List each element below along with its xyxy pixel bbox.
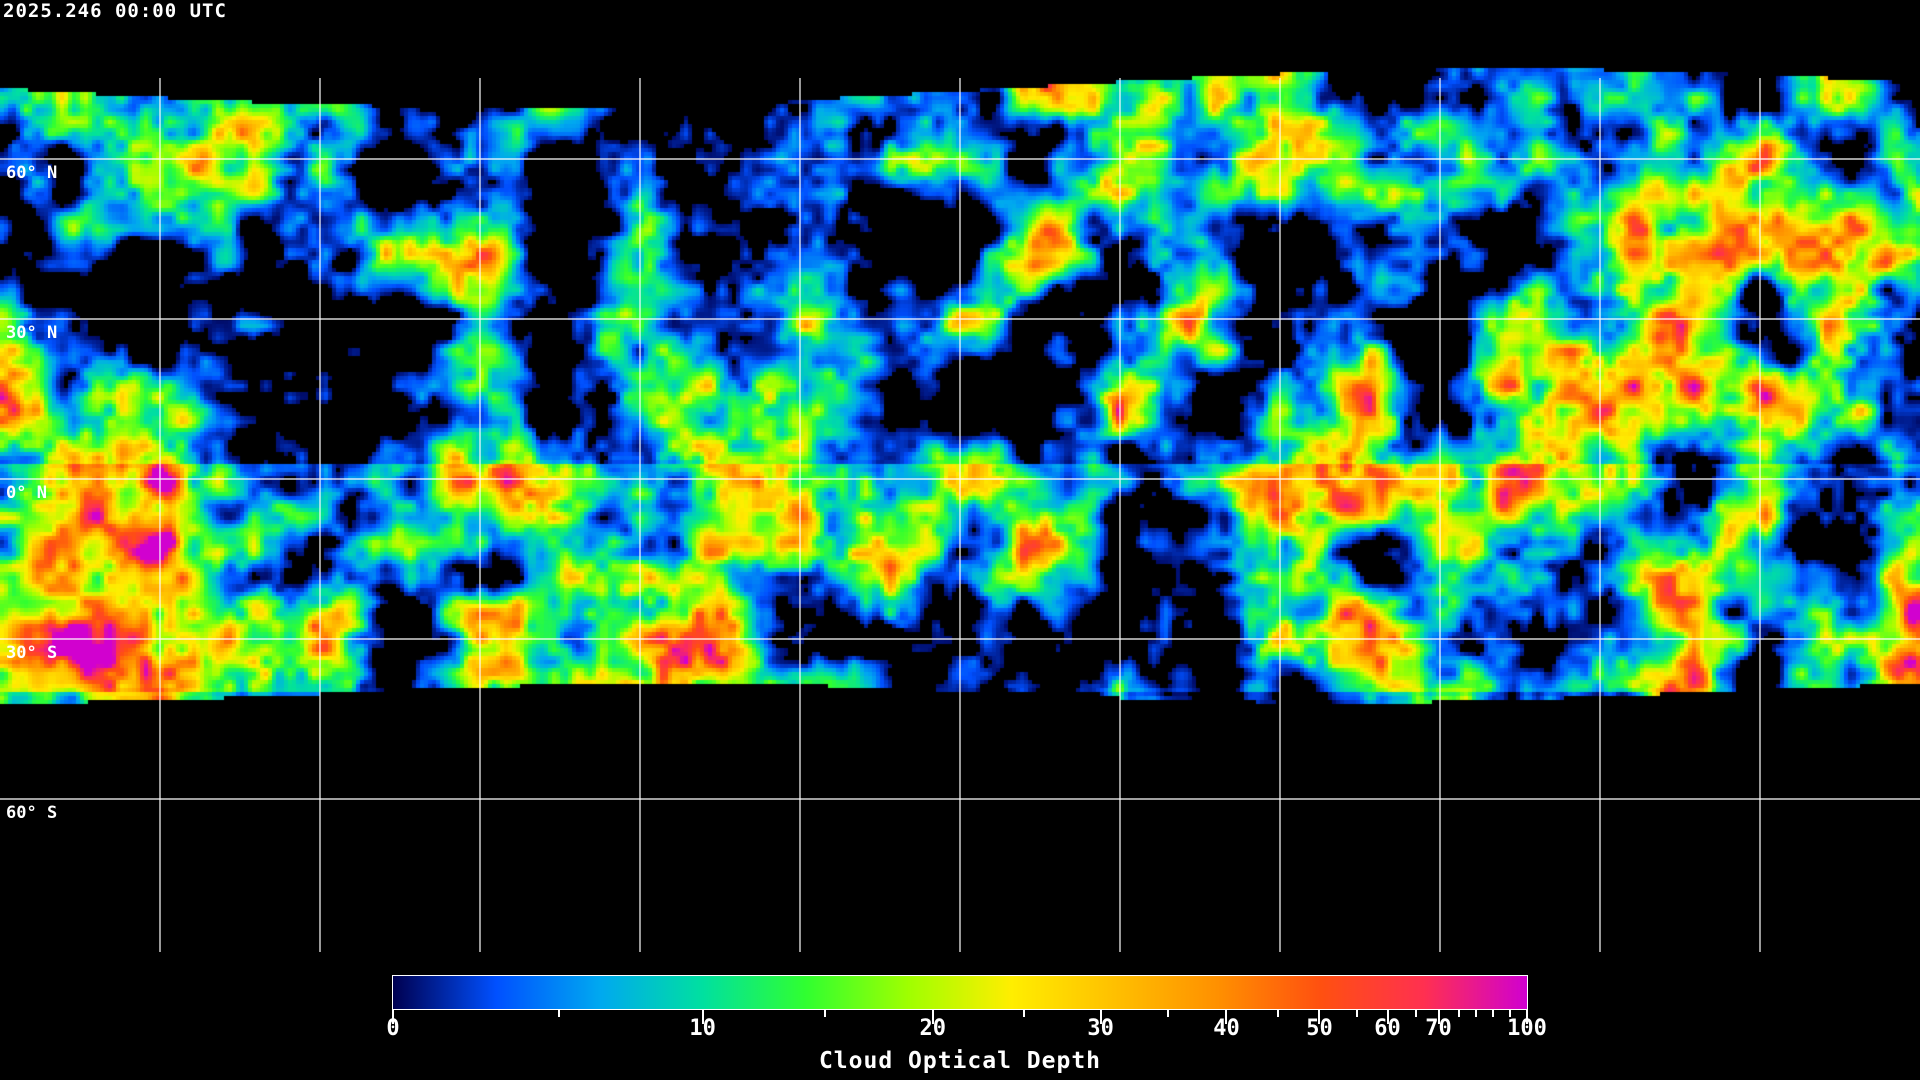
colorbar-major-tick [1225, 1010, 1228, 1024]
colorbar-tick-label: 0 [386, 1016, 400, 1041]
colorbar-major-tick [931, 1010, 934, 1024]
colorbar-major-tick [1437, 1010, 1440, 1024]
colorbar-minor-tick [557, 1010, 560, 1017]
lat-label-0: 0° N [6, 483, 47, 503]
colorbar-minor-tick [1474, 1010, 1477, 1017]
colorbar-minor-tick [1457, 1010, 1460, 1017]
colorbar-major-tick [701, 1010, 704, 1024]
colorbar-minor-tick [1022, 1010, 1025, 1017]
colorbar-major-tick [1318, 1010, 1321, 1024]
colorbar-minor-tick [1508, 1010, 1511, 1017]
timestamp: 2025.246 00:00 UTC [3, 0, 227, 22]
lat-label-30s: 30° S [6, 643, 58, 663]
colorbar-tick-label: 10 [689, 1016, 716, 1041]
colorbar-minor-tick [1166, 1010, 1169, 1017]
colorbar-minor-tick [1276, 1010, 1279, 1017]
lat-label-60n: 60° N [6, 163, 58, 183]
colorbar-tick-label: 60 [1374, 1016, 1401, 1041]
colorbar-major-tick [1526, 1010, 1528, 1024]
colorbar-tick-label: 70 [1425, 1016, 1452, 1041]
lat-label-30n: 30° N [6, 323, 58, 343]
colorbar-tick-label: 20 [919, 1016, 947, 1041]
lat-label-60s: 60° S [6, 803, 58, 823]
colorbar-tick-label: 40 [1213, 1016, 1240, 1041]
colorbar-tick-label: 50 [1306, 1016, 1333, 1041]
colorbar-tick-label: 100 [1507, 1016, 1547, 1041]
lat-lon-grid [0, 78, 1920, 952]
colorbar-minor-tick [1355, 1010, 1358, 1017]
colorbar-ticks [392, 1010, 1528, 1070]
colorbar-major-tick [1099, 1010, 1102, 1024]
colorbar-minor-tick [824, 1010, 827, 1017]
colorbar-minor-tick [1414, 1010, 1417, 1017]
colorbar [392, 975, 1528, 1010]
colorbar-tick-label: 30 [1087, 1016, 1114, 1041]
colorbar-major-tick [392, 1010, 394, 1024]
colorbar-title: Cloud Optical Depth [818, 1048, 1102, 1074]
colorbar-minor-tick [1491, 1010, 1494, 1017]
colorbar-major-tick [1386, 1010, 1389, 1024]
